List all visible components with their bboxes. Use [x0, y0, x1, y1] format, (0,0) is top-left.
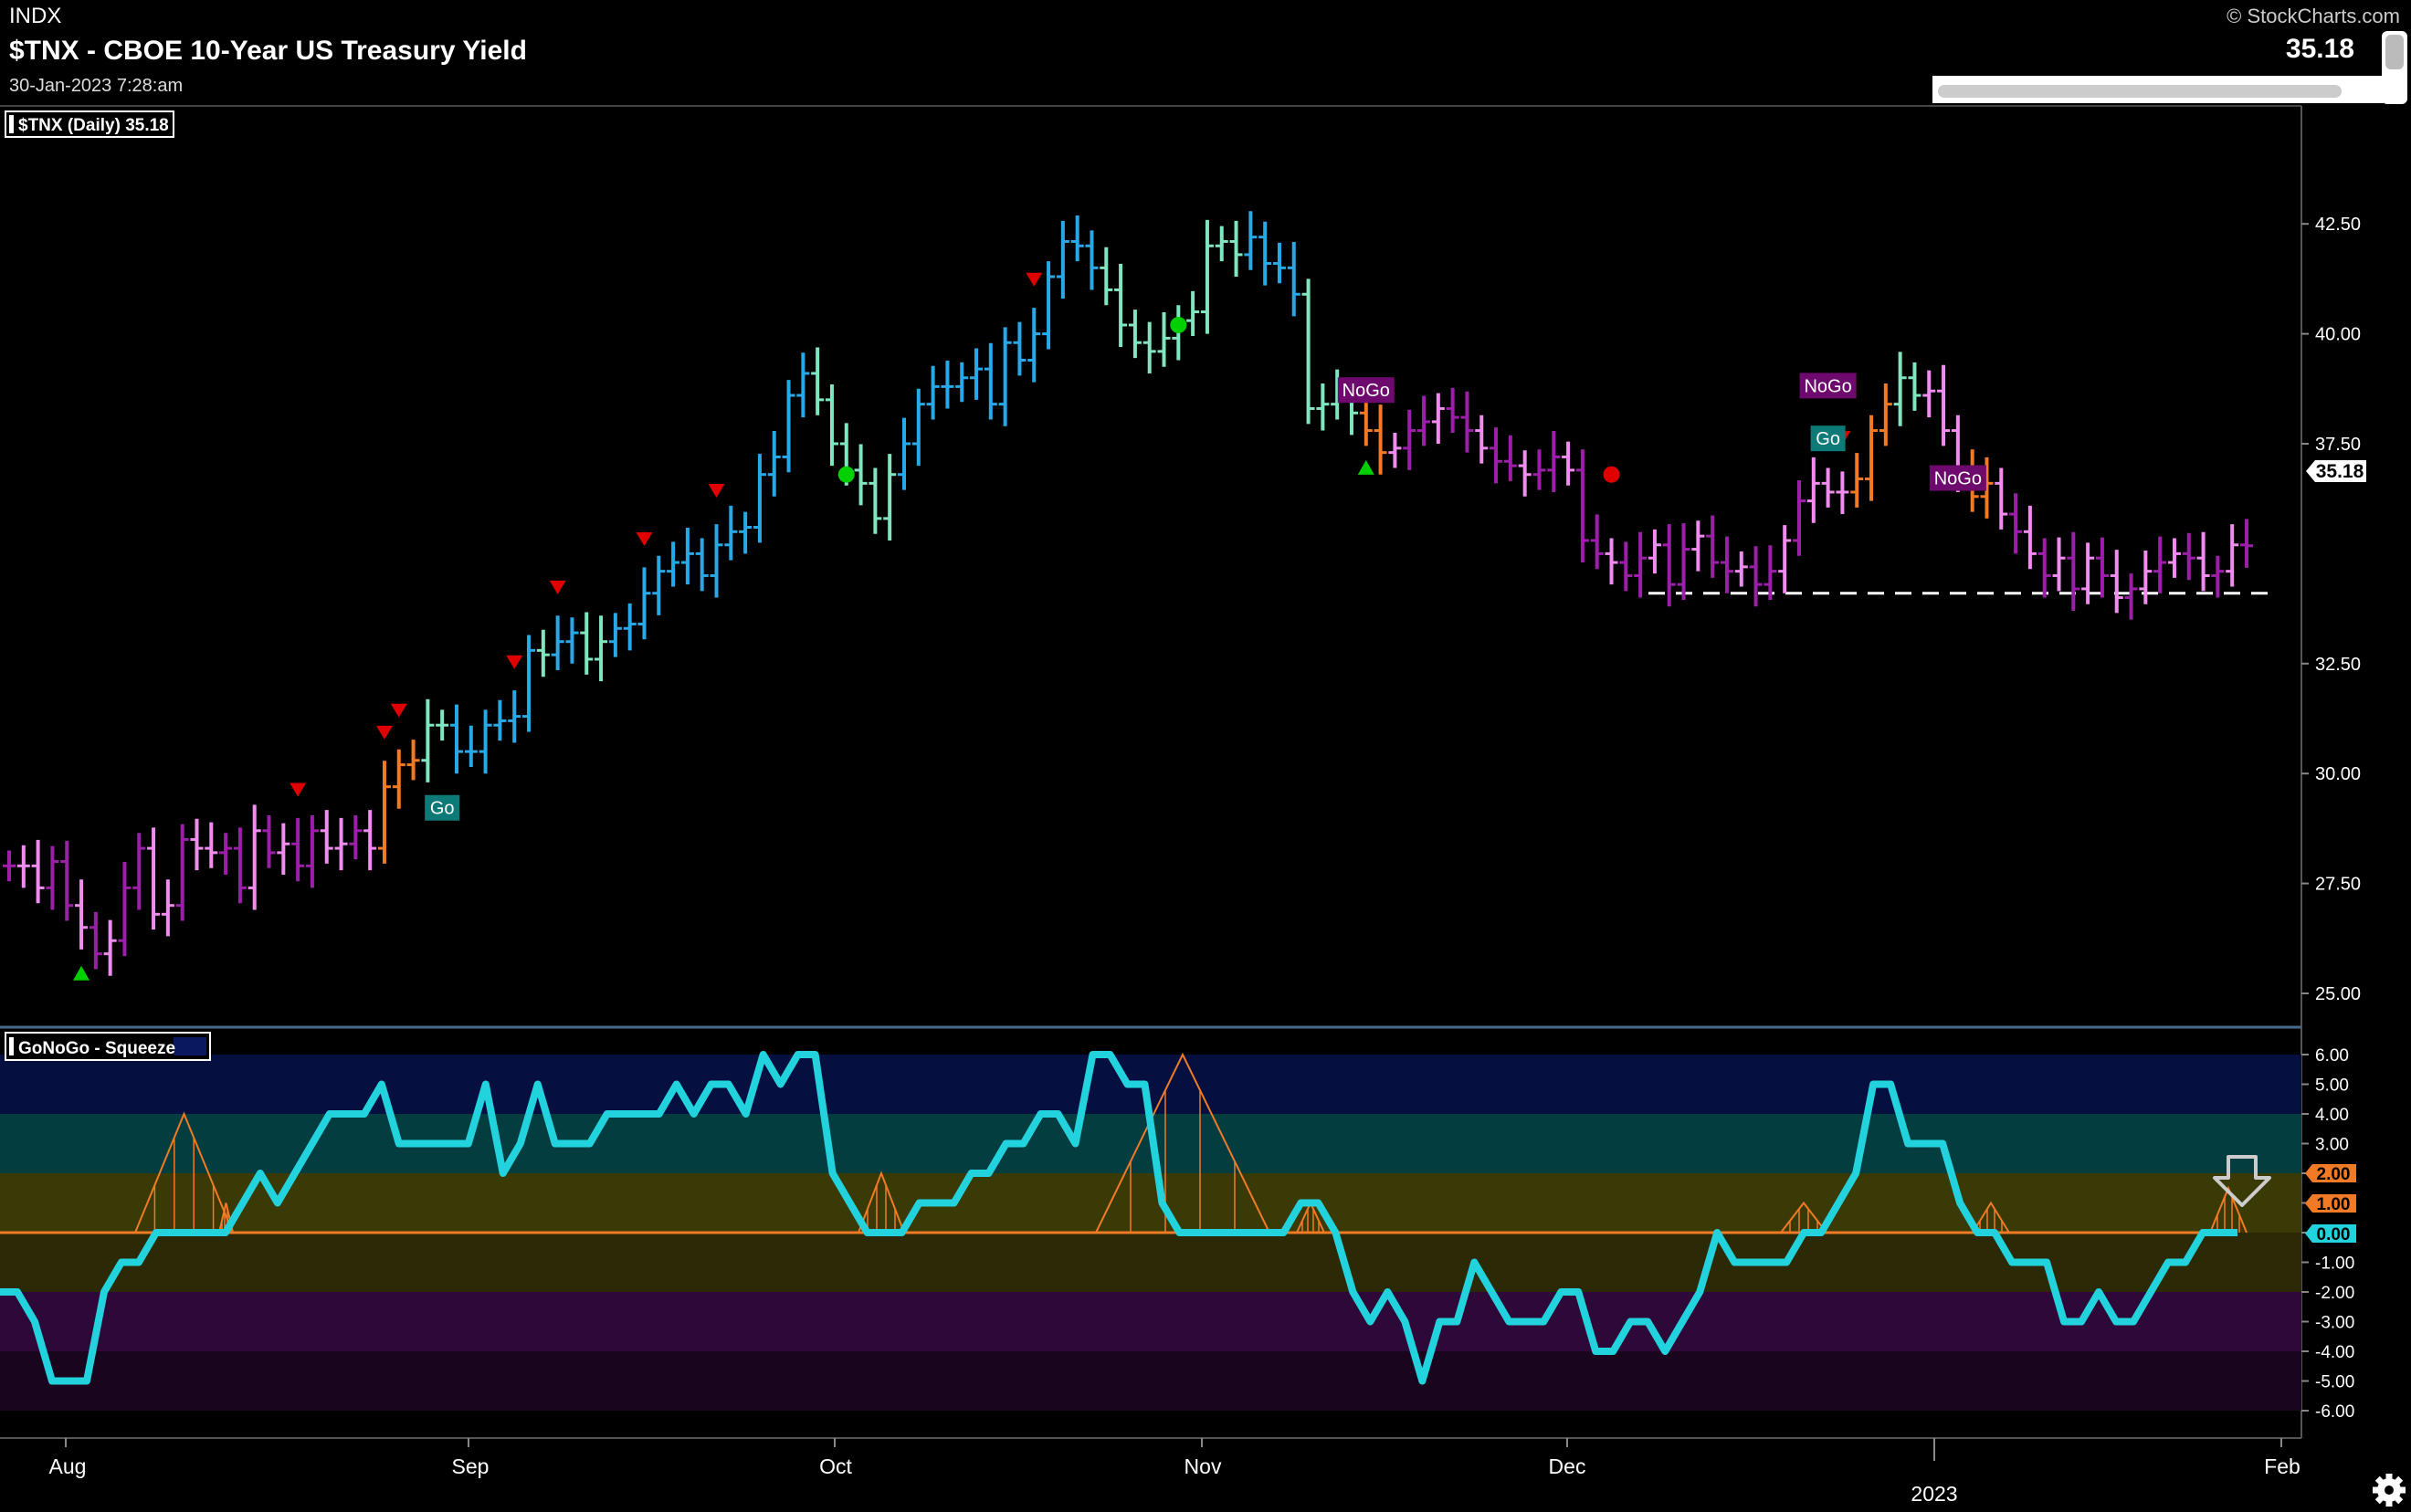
- up-triangle-marker: [1357, 459, 1374, 475]
- chart-title: $TNX - CBOE 10-Year US Treasury Yield: [9, 36, 527, 66]
- price-tag: 35.18: [2306, 460, 2366, 482]
- squeeze-triangle: [1095, 1052, 1270, 1234]
- squeeze-triangle: [1780, 1201, 1827, 1234]
- dot-marker: [837, 466, 855, 483]
- signal-label: NoGo: [1342, 381, 1390, 401]
- month-dec: Dec: [1549, 1454, 1586, 1478]
- down-triangle-marker: [375, 725, 393, 740]
- squeeze-triangle: [858, 1171, 905, 1234]
- zone-neutral-lower: [0, 1233, 2301, 1292]
- down-triangle-marker: [1026, 272, 1043, 287]
- indicator-tick-label: 4.00: [2315, 1106, 2349, 1125]
- exchange-label: INDX: [9, 4, 61, 28]
- down-triangle-marker: [290, 782, 307, 797]
- signal-label-bg: [425, 794, 460, 821]
- indicator-tick-label: -2.00: [2315, 1284, 2354, 1303]
- month-sep: Sep: [452, 1454, 490, 1478]
- indicator-tag-0: 0.00: [2317, 1225, 2351, 1244]
- indicator-tick-label: -4.00: [2315, 1343, 2354, 1362]
- month-aug: Aug: [49, 1454, 87, 1478]
- squeeze-triangle: [134, 1111, 234, 1234]
- oscillator-line: [0, 1051, 2237, 1385]
- price-tick-label: 40.00: [2315, 325, 2361, 345]
- tag-bg-0: [2305, 1224, 2356, 1243]
- indicator-tick-label: 5.00: [2315, 1076, 2349, 1096]
- x-axis: Aug Sep Oct Nov Dec 2023 Feb: [49, 1438, 2300, 1506]
- zone-strong-nogo: [0, 1351, 2301, 1411]
- header-scrollbar[interactable]: [1938, 85, 2342, 98]
- squeeze-triangle: [1972, 1201, 2010, 1234]
- indicator-tick-label: -1.00: [2315, 1255, 2354, 1274]
- gear-icon[interactable]: [2373, 1474, 2406, 1507]
- indicator-legend-label: GoNoGo - Squeeze: [18, 1039, 175, 1058]
- dot-marker: [1170, 316, 1187, 333]
- squeeze-grids: [134, 1052, 2248, 1234]
- month-feb: Feb: [2264, 1454, 2300, 1478]
- last-value: 35.18: [2286, 34, 2354, 64]
- squeeze-triangle: [2209, 1185, 2248, 1234]
- price-labels: Go NoGo NoGo Go NoGo: [425, 373, 1986, 821]
- price-tick-label: 25.00: [2315, 984, 2361, 1004]
- down-triangle-marker: [708, 483, 725, 498]
- price-bars: [3, 211, 2253, 976]
- indicator-value-tags: 2.00 1.00 0.00: [2305, 1164, 2356, 1244]
- signal-label-bg: [1799, 373, 1857, 399]
- signal-label-bg: [1337, 377, 1395, 404]
- signal-label-bg: [1810, 425, 1846, 452]
- price-tick-label: 42.50: [2315, 215, 2361, 235]
- indicator-tag-2: 2.00: [2317, 1165, 2351, 1184]
- tag-bg-2: [2305, 1164, 2356, 1182]
- indicator-tick-label: -5.00: [2315, 1373, 2354, 1392]
- down-arrow-icon: [2213, 1155, 2271, 1207]
- tag-bg-1: [2305, 1194, 2356, 1213]
- indicator-legend: GoNoGo - Squeeze: [5, 1032, 211, 1061]
- down-triangle-marker: [549, 580, 566, 594]
- up-triangle-marker: [73, 965, 90, 981]
- signal-label: NoGo: [1804, 376, 1851, 396]
- signal-label: Go: [430, 799, 455, 819]
- price-legend-label: $TNX (Daily) 35.18: [18, 116, 169, 135]
- down-triangle-marker: [506, 655, 523, 669]
- zone-nogo: [0, 1292, 2301, 1351]
- month-nov: Nov: [1184, 1454, 1222, 1478]
- indicator-tick-label: 6.00: [2315, 1046, 2349, 1066]
- price-tick-label: 32.50: [2315, 655, 2361, 675]
- indicator-panel: 6.00 5.00 4.00 3.00 2.00 1.00 0.00 -1.00 -2.00 -3…: [0, 1032, 2356, 1422]
- indicator-tick-label: -3.00: [2315, 1314, 2354, 1333]
- copyright-label: © StockCharts.com: [2227, 5, 2400, 27]
- signal-label-bg: [1929, 465, 1986, 491]
- signal-label: Go: [1816, 429, 1840, 449]
- month-oct: Oct: [819, 1454, 852, 1478]
- year-label: 2023: [1911, 1482, 1957, 1506]
- price-y-axis: 42.50 40.00 37.50 32.50 30.00 27.50 25.00: [2301, 215, 2361, 1004]
- price-tick-label: 37.50: [2315, 435, 2361, 455]
- price-tag-label: 35.18: [2316, 461, 2364, 482]
- indicator-tick-label: 3.00: [2315, 1136, 2349, 1155]
- price-tick-label: 30.00: [2315, 764, 2361, 784]
- vertical-scroll-thumb[interactable]: [2385, 35, 2404, 69]
- signal-label: NoGo: [1934, 469, 1982, 489]
- chart-date: 30-Jan-2023 7:28:am: [9, 76, 183, 96]
- dot-marker: [1603, 466, 1620, 483]
- down-triangle-marker: [390, 703, 407, 718]
- indicator-tick-label: -6.00: [2315, 1402, 2354, 1422]
- price-legend: $TNX (Daily) 35.18: [5, 110, 174, 138]
- indicator-tag-1: 1.00: [2317, 1195, 2351, 1214]
- down-triangle-marker: [636, 531, 653, 546]
- price-tick-label: 27.50: [2315, 875, 2361, 895]
- zone-neutral-upper: [0, 1173, 2301, 1233]
